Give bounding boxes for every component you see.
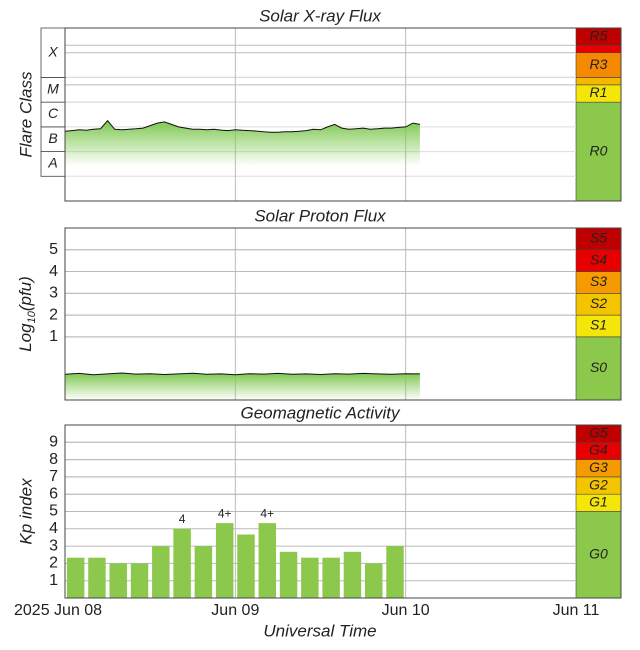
y-axis-label: Flare Class [16, 71, 35, 157]
y-axis-label: Log10(pfu) [16, 276, 37, 352]
class-box [40, 27, 66, 78]
panel-title: Geomagnetic Activity [240, 403, 401, 422]
class-label: A [47, 155, 57, 171]
scale-label: G1 [589, 494, 608, 510]
bar [279, 551, 298, 598]
scale-label: R5 [590, 27, 608, 43]
scale-label: S2 [590, 295, 607, 311]
bar [109, 563, 127, 598]
bar-value-label: 4+ [218, 506, 232, 520]
area-fill [65, 373, 420, 400]
class-label: B [48, 130, 57, 146]
y-axis-label-part: (pfu) [16, 276, 35, 311]
scale-label: G4 [589, 442, 608, 458]
scale-label: S1 [590, 317, 607, 333]
scale-band [575, 511, 622, 599]
scale-band [575, 336, 622, 401]
x-tick-label: Jun 10 [382, 602, 430, 619]
bar [194, 546, 213, 598]
bar [152, 546, 170, 598]
y-tick-label: 3 [49, 285, 58, 302]
scale-label: G2 [589, 476, 608, 492]
scale-label: G3 [589, 459, 608, 475]
y-axis-label-part: 10 [26, 310, 38, 323]
bar [364, 563, 383, 598]
panel-title: Solar Proton Flux [254, 206, 386, 225]
y-axis-label-part: Log [16, 323, 35, 352]
y-tick-label: 1 [49, 328, 58, 345]
class-label: X [47, 43, 58, 59]
scale-label: R0 [590, 142, 608, 158]
plot-frame [64, 227, 622, 401]
y-tick-label: 3 [49, 537, 58, 554]
y-tick-label: 2 [49, 555, 58, 572]
bar [237, 534, 255, 598]
y-axis-label: Kp index [16, 478, 35, 545]
scale-label: S0 [590, 359, 607, 375]
bar [386, 546, 404, 598]
scale-band [575, 44, 622, 54]
scale-band [575, 52, 622, 78]
data-line [64, 119, 420, 133]
y-tick-label: 9 [49, 434, 58, 451]
scale-label: S4 [590, 251, 607, 267]
bar [130, 563, 149, 598]
bar [88, 557, 106, 598]
y-tick-label: 2 [49, 306, 58, 323]
area-fill [65, 120, 420, 166]
plot-area [65, 28, 576, 201]
y-tick-label: 5 [49, 241, 58, 258]
y-tick-label: 4 [49, 263, 58, 280]
class-box [40, 77, 66, 103]
bar [66, 557, 85, 598]
y-tick-label: 4 [49, 520, 58, 537]
scale-label: G0 [589, 545, 608, 561]
scale-band [575, 77, 622, 86]
bar [322, 557, 340, 598]
bar-value-label: 4+ [260, 506, 274, 520]
x-tick-label: Jun 09 [211, 602, 259, 619]
plot-area [65, 228, 576, 400]
scale-label: R3 [590, 56, 608, 72]
y-tick-label: 7 [49, 468, 58, 485]
class-label: M [47, 80, 59, 96]
bar [343, 551, 362, 598]
y-tick-label: 5 [49, 503, 58, 520]
data-line [64, 372, 420, 376]
plot-frame [64, 27, 622, 202]
bar [173, 528, 191, 598]
class-box [40, 101, 66, 128]
x-tick-label: Jun 11 [553, 602, 600, 619]
y-tick-label: 1 [49, 572, 58, 589]
class-label: C [48, 105, 59, 121]
bar [215, 523, 234, 598]
x-axis-label: Universal Time [263, 621, 376, 640]
plot-frame [64, 424, 622, 599]
x-tick-label: 2025 Jun 08 [14, 602, 102, 619]
scale-label: G5 [589, 424, 608, 440]
panel-title: Solar X-ray Flux [259, 6, 381, 25]
y-tick-label: 6 [49, 485, 58, 502]
bar-value-label: 4 [179, 512, 186, 526]
scale-label: S3 [590, 273, 607, 289]
scale-band [575, 101, 622, 202]
y-tick-label: 8 [49, 451, 58, 468]
scale-label: S5 [590, 230, 607, 246]
bar [258, 523, 277, 598]
scale-label: R1 [590, 84, 608, 100]
bar [301, 557, 319, 598]
